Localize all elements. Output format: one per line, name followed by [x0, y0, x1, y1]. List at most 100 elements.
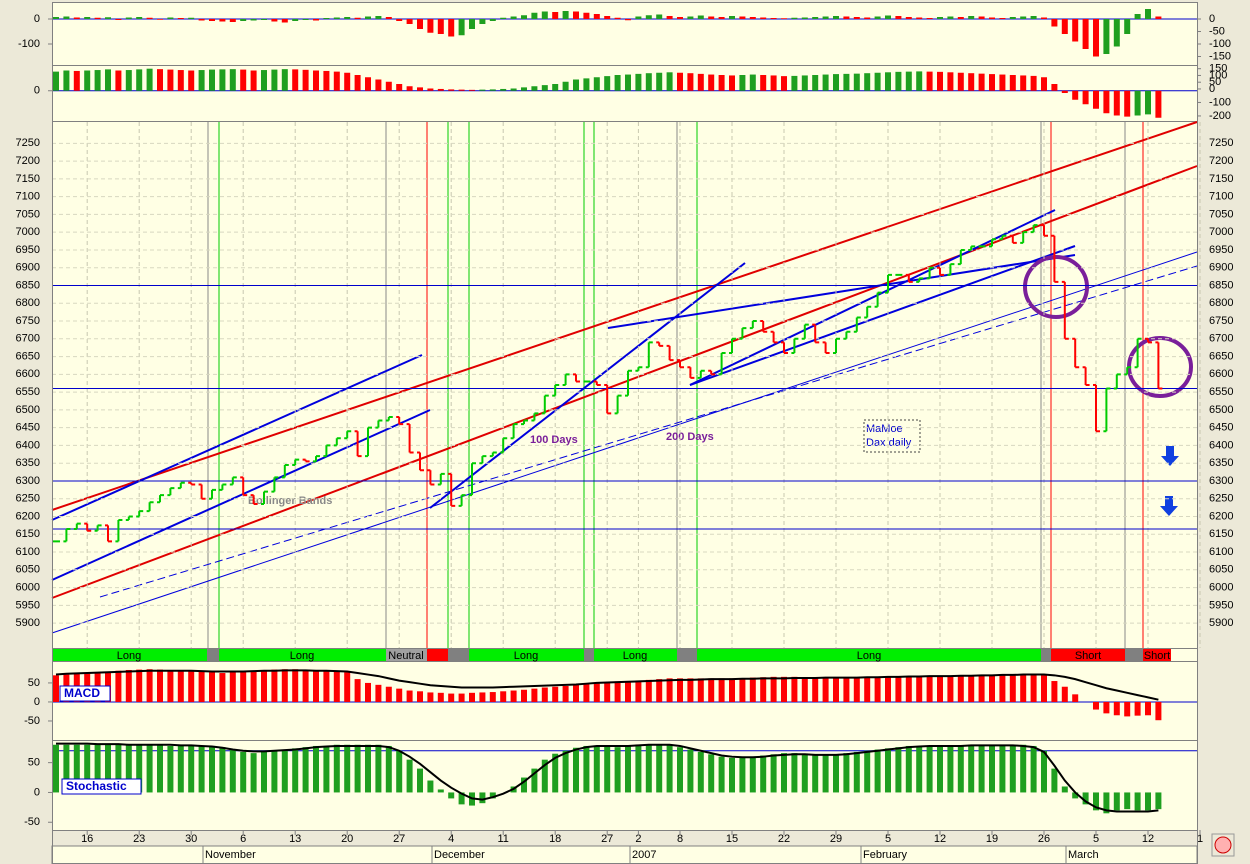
price-bar [562, 373, 570, 386]
price-bar [1103, 387, 1111, 433]
bar [843, 753, 850, 793]
price-bar [94, 524, 102, 532]
price-bar [1020, 231, 1028, 244]
bar [1145, 90, 1151, 115]
signal-label: Long [857, 650, 881, 662]
bar [354, 17, 361, 19]
bar [1093, 792, 1099, 811]
y-tick-label: 6050 [1209, 564, 1233, 576]
bar [874, 16, 881, 19]
bar [489, 792, 496, 799]
bar [729, 757, 735, 793]
bar [73, 17, 80, 19]
bar [167, 745, 174, 793]
bar [417, 691, 423, 702]
trend-line [689, 245, 1076, 386]
price-bar [531, 412, 539, 422]
bar [1030, 745, 1037, 793]
signal-segment [1041, 649, 1051, 661]
price-bar [489, 451, 497, 458]
bar [136, 69, 143, 91]
y-tick-label: 7150 [1209, 173, 1233, 185]
bar [853, 751, 860, 793]
price-bar [469, 462, 476, 497]
note-text: MaMoe [866, 423, 903, 435]
price-bar [853, 316, 861, 333]
bar [614, 747, 621, 793]
y-tick-label: 7250 [16, 137, 40, 149]
bar [604, 745, 611, 793]
y-tick-label: 5950 [1209, 599, 1233, 611]
bar [853, 17, 860, 19]
y-tick-label: 6850 [1209, 279, 1233, 291]
bar [229, 749, 236, 793]
signal-segment [677, 649, 697, 661]
bar [157, 744, 163, 793]
bar [978, 73, 985, 91]
bar [84, 17, 91, 19]
bar [489, 89, 496, 91]
bar [833, 16, 839, 19]
bar [125, 17, 132, 19]
bar [146, 68, 153, 91]
bar [479, 692, 486, 702]
x-tick-label: 30 [185, 833, 197, 845]
y-tick-label: 5900 [1209, 617, 1233, 629]
bar [479, 792, 486, 804]
bar [105, 744, 111, 793]
price-bar [271, 476, 279, 493]
bar [1030, 16, 1037, 19]
bar [718, 75, 725, 91]
price-bar [437, 472, 445, 486]
bar [1124, 792, 1131, 810]
signal-label: Long [290, 650, 314, 662]
bar [261, 19, 267, 20]
bar [1103, 792, 1110, 814]
signal-label: Long [117, 650, 141, 662]
x-tick-label: 8 [677, 833, 683, 845]
bar [677, 747, 683, 793]
bar [729, 678, 735, 702]
bar [313, 669, 319, 702]
price-bar [874, 291, 882, 308]
bar [656, 14, 663, 19]
bar [469, 89, 475, 91]
bar [895, 676, 902, 702]
bar [843, 73, 850, 91]
bar [458, 693, 465, 702]
price-bar [1124, 366, 1132, 376]
price-bar [417, 451, 424, 472]
bar [500, 88, 507, 91]
y-tick-label: 6450 [16, 422, 40, 434]
annotation: Bollinger Bands [248, 495, 332, 507]
bar [770, 676, 777, 702]
bar [614, 75, 621, 91]
price-bar [573, 373, 580, 383]
bar [833, 754, 839, 793]
bar [479, 19, 486, 24]
y-tick-label: 6750 [16, 315, 40, 327]
bar [209, 69, 215, 91]
bar [521, 689, 527, 702]
bar [791, 753, 798, 793]
bar [1030, 674, 1037, 702]
bar [895, 16, 902, 19]
bar [281, 19, 288, 23]
y-tick-label: 6700 [1209, 333, 1233, 345]
price-bar [365, 426, 372, 458]
bar [313, 745, 319, 793]
bar [437, 789, 444, 793]
bar [937, 71, 943, 91]
bar [105, 69, 111, 91]
price-bar [812, 323, 820, 344]
bar [209, 745, 215, 793]
bar [905, 745, 912, 793]
bar [677, 72, 683, 91]
bar [791, 17, 798, 19]
bar [229, 69, 236, 91]
bar [365, 744, 371, 793]
x-tick-label: 6 [240, 833, 246, 845]
bar [916, 676, 923, 702]
bar [458, 19, 465, 36]
price-bar [1155, 341, 1163, 390]
